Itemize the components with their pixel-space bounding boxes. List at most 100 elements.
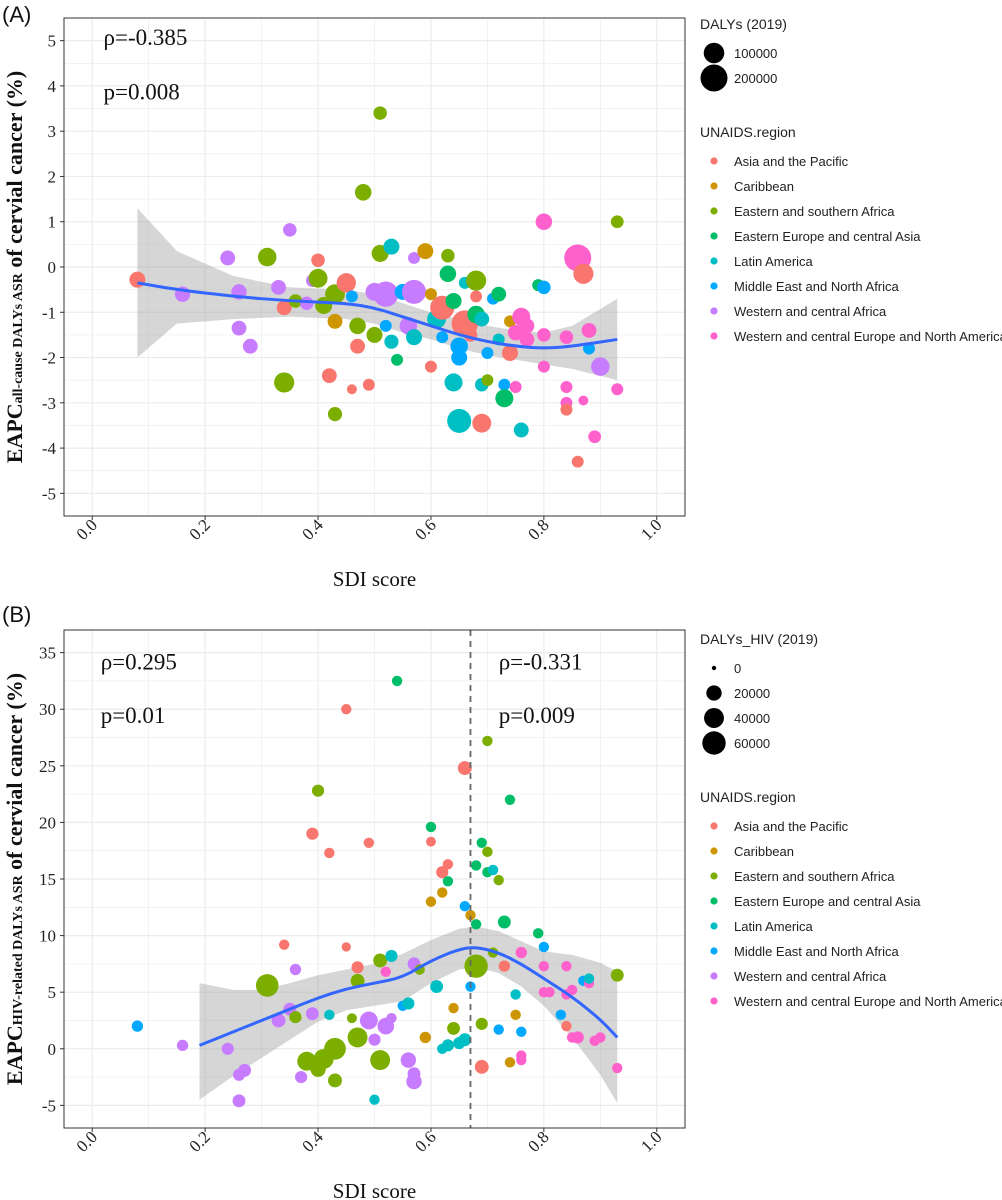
y-axis-label-subscript: all-cause DALYs ASR bbox=[11, 272, 26, 403]
data-point bbox=[278, 939, 290, 950]
data-point bbox=[308, 268, 328, 288]
region-legend-label: Caribbean bbox=[734, 844, 794, 859]
data-point bbox=[350, 338, 365, 354]
x-tick-label: 0.0 bbox=[73, 1127, 101, 1155]
data-point bbox=[346, 384, 357, 395]
data-point bbox=[476, 837, 487, 848]
data-point bbox=[459, 900, 471, 912]
data-point bbox=[220, 250, 236, 266]
data-point bbox=[341, 942, 351, 952]
data-point bbox=[341, 704, 352, 715]
x-tick-label: 0.6 bbox=[411, 515, 439, 543]
data-point bbox=[362, 378, 375, 391]
region-legend-key bbox=[710, 157, 718, 165]
data-point bbox=[538, 941, 550, 953]
data-point bbox=[482, 735, 493, 747]
data-point bbox=[305, 1007, 319, 1021]
data-point bbox=[495, 389, 514, 408]
data-point bbox=[406, 1073, 422, 1090]
x-tick-label: 0.2 bbox=[186, 515, 214, 543]
data-point bbox=[424, 288, 437, 301]
y-axis-label-main: EAPC bbox=[2, 403, 27, 463]
data-point bbox=[336, 273, 356, 293]
region-legend-key bbox=[710, 847, 718, 855]
data-point bbox=[501, 345, 518, 362]
y-tick-label: 5 bbox=[48, 32, 57, 51]
region-legend-label: Western and central Europe and North Ame… bbox=[734, 329, 1002, 344]
data-point bbox=[426, 836, 436, 847]
data-point bbox=[588, 430, 602, 444]
data-point bbox=[231, 320, 247, 336]
y-tick-label: 30 bbox=[39, 700, 56, 719]
data-point bbox=[612, 1062, 623, 1074]
data-point bbox=[369, 1094, 380, 1105]
data-point bbox=[487, 864, 499, 876]
data-point bbox=[321, 368, 337, 384]
confidence-band bbox=[199, 926, 618, 1104]
data-point bbox=[464, 954, 488, 978]
data-point bbox=[417, 243, 434, 260]
data-point bbox=[328, 1073, 342, 1088]
data-point bbox=[373, 106, 387, 120]
y-tick-label: 2 bbox=[48, 167, 57, 186]
data-point bbox=[363, 837, 375, 848]
data-point bbox=[276, 300, 292, 316]
data-point bbox=[566, 984, 578, 996]
data-point bbox=[493, 1024, 504, 1035]
data-point bbox=[391, 675, 403, 687]
size-legend-label: 100000 bbox=[734, 46, 777, 61]
panel-a: 5 4 3 2 1 0 -1 -2 -3 -4 -5 0.0 0.2 0.4 0.6 0.8 1.0 SDI sc… bbox=[2, 2, 686, 591]
x-tick-label: 0.8 bbox=[524, 515, 552, 543]
data-point bbox=[510, 989, 521, 1000]
y-axis-label-rest: of cervial cancer (%) bbox=[2, 673, 27, 875]
data-point bbox=[470, 860, 482, 871]
stat-annotation: ρ=-0.385 bbox=[104, 25, 188, 50]
data-point bbox=[271, 279, 286, 295]
data-point bbox=[439, 265, 457, 283]
data-point bbox=[516, 1054, 527, 1066]
data-point bbox=[346, 1013, 357, 1024]
data-point bbox=[232, 1094, 246, 1108]
data-point bbox=[561, 1020, 572, 1032]
data-point bbox=[400, 1052, 417, 1068]
data-point bbox=[559, 330, 574, 344]
region-legend-key bbox=[710, 257, 718, 265]
y-tick-label: -5 bbox=[42, 484, 56, 503]
region-legend-label: Eastern Europe and central Asia bbox=[734, 894, 921, 909]
region-legend-key bbox=[710, 307, 718, 315]
x-axis-label: SDI score bbox=[333, 1179, 416, 1200]
data-point bbox=[465, 910, 476, 921]
size-legend-label: 60000 bbox=[734, 736, 770, 751]
data-point bbox=[498, 960, 511, 972]
size-legend-key bbox=[703, 42, 725, 64]
data-point bbox=[257, 247, 277, 267]
stat-annotation: p=0.009 bbox=[499, 703, 575, 728]
data-point bbox=[311, 784, 325, 797]
region-legend-key bbox=[710, 332, 718, 340]
y-tick-label: 1 bbox=[48, 213, 57, 232]
y-tick-label: 3 bbox=[48, 122, 57, 141]
y-tick-label: 0 bbox=[48, 1040, 57, 1059]
data-point bbox=[591, 357, 610, 376]
x-tick-label: 1.0 bbox=[637, 515, 665, 543]
data-point bbox=[472, 413, 492, 433]
stat-annotation: p=0.01 bbox=[101, 703, 166, 728]
data-point bbox=[578, 395, 589, 406]
data-point bbox=[466, 270, 487, 291]
data-point bbox=[131, 1020, 144, 1032]
data-point bbox=[544, 986, 555, 998]
data-point bbox=[535, 213, 553, 230]
data-point bbox=[379, 319, 392, 332]
region-legend-label: Western and central Africa bbox=[734, 969, 887, 984]
data-point bbox=[425, 896, 437, 907]
data-point bbox=[385, 949, 398, 963]
x-tick-label: 1.0 bbox=[637, 1127, 665, 1155]
data-point bbox=[391, 353, 404, 366]
data-point bbox=[519, 318, 535, 334]
data-point bbox=[442, 859, 454, 870]
data-point bbox=[255, 974, 279, 997]
region-legend-label: Western and central Europe and North Ame… bbox=[734, 994, 1002, 1009]
y-tick-label: 35 bbox=[39, 644, 56, 663]
data-point bbox=[373, 953, 388, 968]
data-point bbox=[347, 1027, 368, 1048]
